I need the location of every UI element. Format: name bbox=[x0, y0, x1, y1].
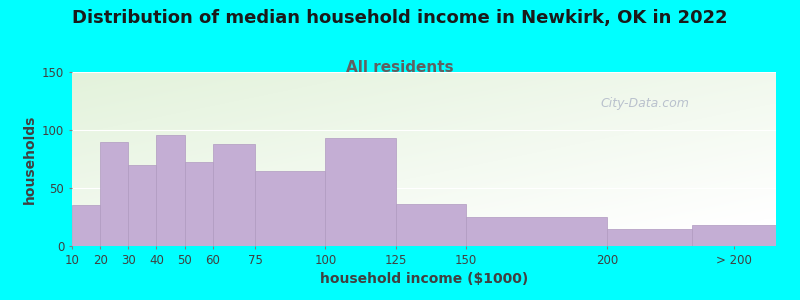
Bar bbox=[255, 171, 326, 246]
Text: City-Data.com: City-Data.com bbox=[600, 97, 689, 110]
Bar bbox=[213, 144, 255, 246]
Text: All residents: All residents bbox=[346, 60, 454, 75]
Bar bbox=[185, 163, 213, 246]
Bar bbox=[157, 135, 185, 246]
Bar bbox=[607, 229, 691, 246]
Bar bbox=[72, 206, 100, 246]
X-axis label: household income ($1000): household income ($1000) bbox=[320, 272, 528, 286]
Bar bbox=[691, 225, 776, 246]
Bar bbox=[466, 217, 607, 246]
Bar bbox=[100, 142, 128, 246]
Bar bbox=[396, 204, 466, 246]
Bar bbox=[326, 138, 396, 246]
Y-axis label: households: households bbox=[22, 114, 37, 204]
Text: Distribution of median household income in Newkirk, OK in 2022: Distribution of median household income … bbox=[72, 9, 728, 27]
Bar bbox=[128, 165, 157, 246]
